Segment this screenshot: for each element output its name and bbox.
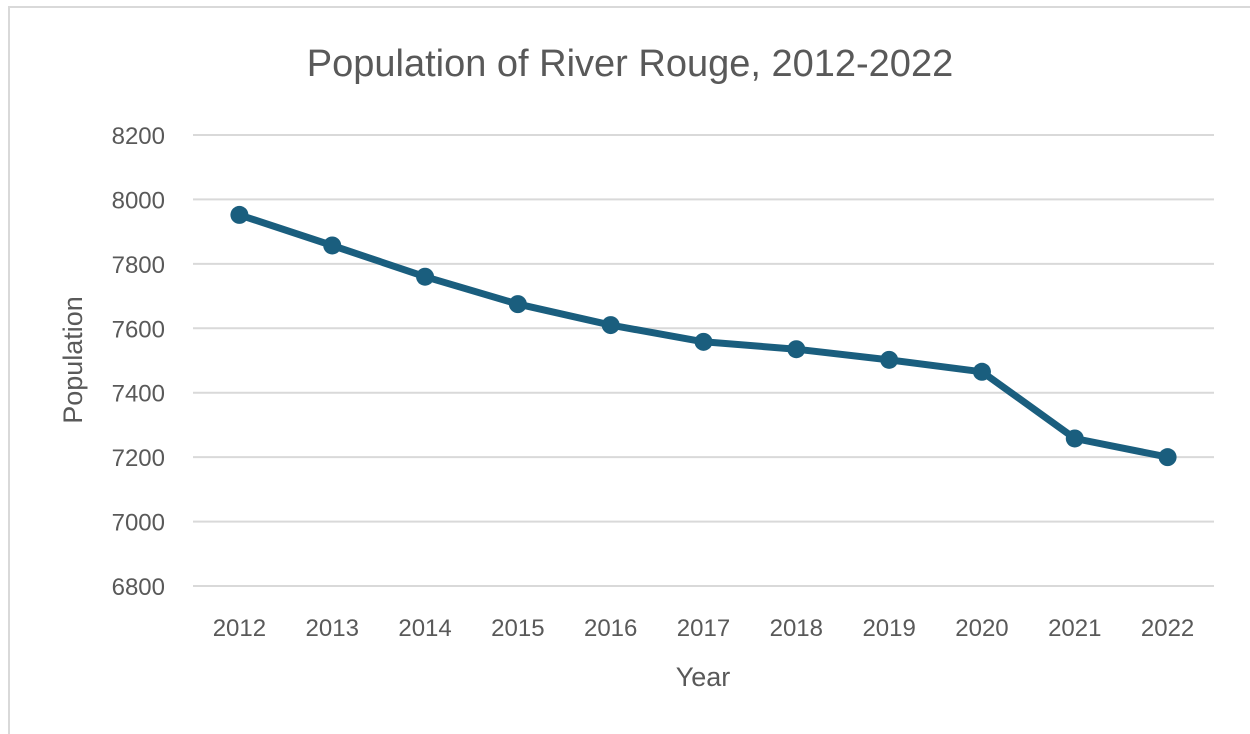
y-tick-label: 7400 — [112, 381, 165, 408]
data-point-2020 — [972, 362, 991, 381]
data-point-2016 — [601, 316, 620, 335]
x-tick-label: 2014 — [398, 615, 451, 642]
x-tick-label: 2012 — [213, 615, 266, 642]
data-point-2018 — [787, 340, 806, 359]
y-tick-label: 7000 — [112, 510, 165, 537]
y-tick-label: 7800 — [112, 252, 165, 279]
data-point-2015 — [508, 295, 527, 314]
data-point-2014 — [416, 267, 435, 286]
y-tick-label: 8200 — [112, 123, 165, 150]
y-tick-label: 8000 — [112, 187, 165, 214]
x-tick-label: 2020 — [955, 615, 1008, 642]
x-axis-label: Year — [676, 662, 731, 692]
x-tick-label: 2022 — [1141, 615, 1194, 642]
x-tick-label: 2015 — [491, 615, 544, 642]
data-point-2021 — [1065, 429, 1084, 448]
x-tick-label: 2019 — [862, 615, 915, 642]
data-point-2019 — [880, 350, 899, 369]
chart-title: Population of River Rouge, 2012-2022 — [307, 43, 953, 85]
x-tick-label: 2016 — [584, 615, 637, 642]
data-point-2012 — [230, 205, 249, 224]
x-axis-tick-labels: 2012 2013 2014 2015 2016 2017 2018 2019 2020 2021… — [213, 615, 1195, 642]
series-layer — [230, 205, 1177, 467]
y-axis-label: Population — [58, 296, 88, 424]
data-point-2013 — [323, 236, 342, 255]
data-point-2022 — [1158, 448, 1177, 467]
x-tick-label: 2021 — [1048, 615, 1101, 642]
y-axis-tick-labels: 6800 7000 7200 7400 7600 7800 8000 8200 — [112, 123, 165, 601]
x-tick-label: 2013 — [306, 615, 359, 642]
y-tick-label: 7200 — [112, 445, 165, 472]
y-tick-label: 6800 — [112, 574, 165, 601]
gridlines — [193, 134, 1214, 587]
y-tick-label: 7600 — [112, 316, 165, 343]
chart-frame — [8, 6, 1250, 734]
x-tick-label: 2017 — [677, 615, 730, 642]
data-point-2017 — [694, 332, 713, 351]
x-tick-label: 2018 — [770, 615, 823, 642]
